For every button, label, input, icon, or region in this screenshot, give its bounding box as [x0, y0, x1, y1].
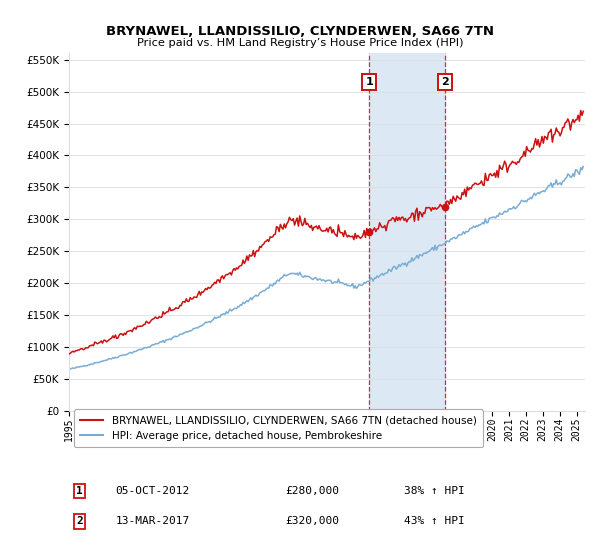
Text: 43% ↑ HPI: 43% ↑ HPI — [404, 516, 465, 526]
Text: 2: 2 — [441, 77, 448, 87]
Text: 1: 1 — [76, 486, 83, 496]
Text: 2: 2 — [76, 516, 83, 526]
Text: BRYNAWEL, LLANDISSILIO, CLYNDERWEN, SA66 7TN: BRYNAWEL, LLANDISSILIO, CLYNDERWEN, SA66… — [106, 25, 494, 38]
Text: 05-OCT-2012: 05-OCT-2012 — [115, 486, 190, 496]
Text: £320,000: £320,000 — [286, 516, 340, 526]
Bar — [370, 53, 445, 411]
Text: 1: 1 — [365, 77, 373, 87]
Legend: BRYNAWEL, LLANDISSILIO, CLYNDERWEN, SA66 7TN (detached house), HPI: Average pric: BRYNAWEL, LLANDISSILIO, CLYNDERWEN, SA66… — [74, 409, 483, 447]
Text: £280,000: £280,000 — [286, 486, 340, 496]
Text: 38% ↑ HPI: 38% ↑ HPI — [404, 486, 465, 496]
Text: 13-MAR-2017: 13-MAR-2017 — [115, 516, 190, 526]
Text: Price paid vs. HM Land Registry’s House Price Index (HPI): Price paid vs. HM Land Registry’s House … — [137, 38, 463, 48]
